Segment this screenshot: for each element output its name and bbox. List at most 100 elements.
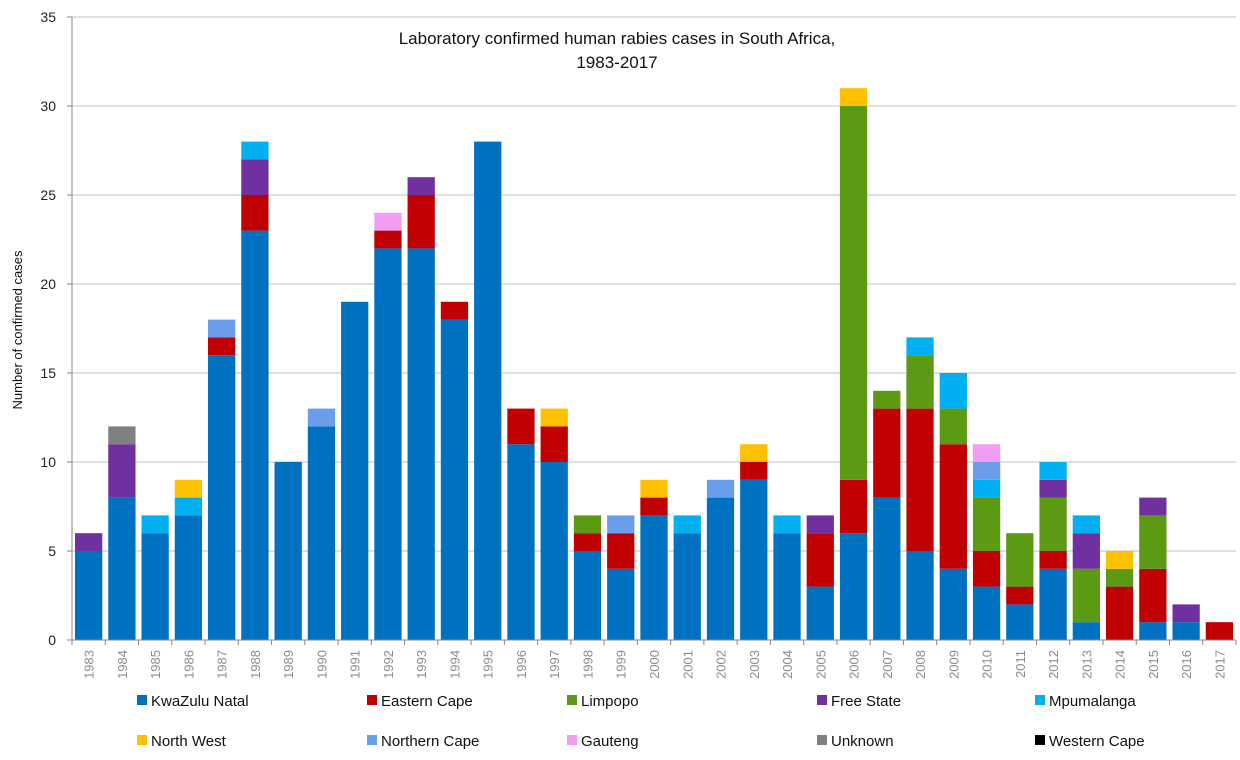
bar-segment-1993-free-state: Free State 1993: 1	[407, 177, 435, 195]
x-tick-label: 2011	[1013, 650, 1028, 678]
bar-segment-1992-eastern-cape: Eastern Cape 1992: 1	[374, 230, 402, 249]
x-tick-label: 1996	[514, 650, 529, 679]
x-tick-label: 1999	[614, 650, 629, 679]
x-tick-label: 2001	[680, 650, 695, 679]
bar-segment-1990-kwazulu-natal: KwaZulu Natal 1990: 12	[307, 426, 336, 640]
bar-segment-2013-mpumalanga: Mpumalanga 2013: 1	[1072, 515, 1100, 534]
x-tick-label: 2007	[880, 650, 895, 679]
bar-segment-1996-kwazulu-natal: KwaZulu Natal 1996: 11	[507, 444, 535, 640]
bar-segment-1998-kwazulu-natal: KwaZulu Natal 1998: 5	[573, 551, 602, 640]
bar-segment-1999-northern-cape: Northern Cape 1999: 1	[607, 515, 635, 534]
bar-segment-2000-eastern-cape: Eastern Cape 2000: 1	[640, 497, 668, 516]
bar-segment-2010-limpopo: Limpopo 2010: 3	[972, 497, 1001, 551]
x-tick-label: 2016	[1179, 650, 1194, 679]
legend-item-northern-cape: Northern Cape	[367, 733, 479, 750]
legend-item-unknown: Unknown	[817, 733, 894, 750]
legend-label: Free State	[831, 693, 901, 710]
bar-segment-2010-gauteng: Gauteng 2010: 1	[972, 444, 1001, 462]
bar-segment-2001-mpumalanga: Mpumalanga 2001: 1	[673, 515, 701, 534]
bar-segment-1984-unknown: Unknown 1984: 1	[108, 426, 136, 445]
bar-segment-2003-north-west: North West 2003: 1	[740, 444, 768, 462]
bar-segment-2002-northern-cape: Northern Cape 2002: 1	[706, 479, 735, 498]
y-tick-label: 10	[40, 454, 56, 470]
legend-swatch	[1035, 695, 1045, 705]
bars: KwaZulu Natal 1983: 5Free State 1983: 1 K…	[74, 88, 1234, 640]
bar-segment-1993-kwazulu-natal: KwaZulu Natal 1993: 22	[407, 248, 435, 640]
bar-segment-2002-kwazulu-natal: KwaZulu Natal 2002: 8	[706, 497, 735, 640]
bar-segment-2010-eastern-cape: Eastern Cape 2010: 2	[972, 551, 1001, 587]
x-tick-label: 1983	[82, 650, 97, 679]
legend-label: Eastern Cape	[381, 693, 473, 710]
bar-segment-1987-kwazulu-natal: KwaZulu Natal 1987: 16	[208, 355, 236, 640]
x-tick-label: 2003	[747, 650, 762, 679]
legend-swatch	[137, 735, 147, 745]
bar-segment-2015-kwazulu-natal: KwaZulu Natal 2015: 1	[1139, 622, 1167, 640]
bar-segment-2008-eastern-cape: Eastern Cape 2008: 8	[906, 408, 934, 551]
bar-segment-1986-mpumalanga: Mpumalanga 1986: 1	[174, 497, 203, 516]
bar-segment-2001-kwazulu-natal: KwaZulu Natal 2001: 6	[673, 533, 701, 640]
bar-segment-2012-kwazulu-natal: KwaZulu Natal 2012: 4	[1039, 568, 1067, 640]
bar-segment-1987-northern-cape: Northern Cape 1987: 1	[208, 319, 236, 338]
x-tick-label: 2017	[1212, 650, 1227, 679]
x-tick-label: 2012	[1046, 650, 1061, 679]
bar-segment-2015-limpopo: Limpopo 2015: 3	[1139, 515, 1167, 569]
bar-segment-2009-kwazulu-natal: KwaZulu Natal 2009: 4	[939, 568, 967, 640]
bar-segment-1994-kwazulu-natal: KwaZulu Natal 1994: 18	[440, 319, 469, 640]
legend-label: Limpopo	[581, 693, 639, 710]
bar-segment-1986-north-west: North West 1986: 1	[174, 479, 203, 498]
y-tick-label: 30	[40, 98, 56, 114]
bar-segment-1988-free-state: Free State 1988: 2	[241, 159, 269, 195]
x-tick-label: 1984	[115, 650, 130, 679]
bar-segment-1996-eastern-cape: Eastern Cape 1996: 2	[507, 408, 535, 445]
bar-segment-1995-kwazulu-natal: KwaZulu Natal 1995: 28	[474, 141, 502, 640]
y-tick-label: 15	[40, 365, 56, 381]
legend-item-mpumalanga: Mpumalanga	[1035, 693, 1136, 710]
legend-label: Unknown	[831, 733, 894, 750]
bar-segment-2006-limpopo: Limpopo 2006: 21	[839, 106, 868, 480]
bar-segment-2006-north-west: North West 2006: 1	[839, 88, 868, 106]
bar-segment-2016-kwazulu-natal: KwaZulu Natal 2016: 1	[1172, 622, 1200, 640]
bar-segment-2010-mpumalanga: Mpumalanga 2010: 1	[972, 479, 1001, 498]
bar-segment-2013-free-state: Free State 2013: 2	[1072, 533, 1100, 569]
x-tick-label: 1985	[148, 650, 163, 679]
bar-segment-2015-free-state: Free State 2015: 1	[1139, 497, 1167, 516]
bar-segment-2009-mpumalanga: Mpumalanga 2009: 2	[939, 373, 967, 409]
legend-item-free-state: Free State	[817, 693, 901, 710]
legend-swatch	[137, 695, 147, 705]
bar-segment-1984-free-state: Free State 1984: 3	[108, 444, 136, 498]
bar-segment-2014-eastern-cape: Eastern Cape 2014: 3	[1105, 586, 1134, 640]
bar-segment-2012-eastern-cape: Eastern Cape 2012: 1	[1039, 551, 1067, 569]
bar-segment-2009-limpopo: Limpopo 2009: 2	[939, 408, 967, 445]
x-tick-label: 1998	[580, 650, 595, 679]
bar-segment-1998-eastern-cape: Eastern Cape 1998: 1	[573, 533, 602, 551]
bar-segment-2006-kwazulu-natal: KwaZulu Natal 2006: 6	[839, 533, 868, 640]
bar-segment-2005-kwazulu-natal: KwaZulu Natal 2005: 3	[806, 586, 834, 640]
x-tick-label: 2014	[1113, 650, 1128, 679]
bar-segment-1985-mpumalanga: Mpumalanga 1985: 1	[141, 515, 169, 534]
legend-item-gauteng: Gauteng	[567, 733, 639, 750]
bar-segment-2009-eastern-cape: Eastern Cape 2009: 7	[939, 444, 967, 569]
bar-segment-2006-eastern-cape: Eastern Cape 2006: 3	[839, 479, 868, 534]
legend-swatch	[567, 735, 577, 745]
bar-segment-2012-free-state: Free State 2012: 1	[1039, 479, 1067, 498]
x-tick-label: 2009	[946, 650, 961, 679]
x-tick-label: 1994	[447, 650, 462, 679]
x-tick-label: 1993	[414, 650, 429, 679]
legend-label: North West	[151, 733, 227, 750]
bar-segment-1997-eastern-cape: Eastern Cape 1997: 2	[540, 426, 568, 462]
y-tick-label: 5	[48, 543, 56, 559]
bar-segment-2014-north-west: North West 2014: 1	[1105, 551, 1134, 569]
bar-segment-1986-kwazulu-natal: KwaZulu Natal 1986: 7	[174, 515, 203, 640]
bar-segment-2005-eastern-cape: Eastern Cape 2005: 3	[806, 533, 834, 587]
bar-segment-1989-kwazulu-natal: KwaZulu Natal 1989: 10	[274, 462, 302, 640]
bar-segment-2007-limpopo: Limpopo 2007: 1	[873, 390, 901, 409]
bar-segment-1997-north-west: North West 1997: 1	[540, 408, 568, 427]
bar-segment-1988-kwazulu-natal: KwaZulu Natal 1988: 23	[241, 230, 269, 640]
legend-swatch	[817, 735, 827, 745]
x-tick-label: 1988	[248, 650, 263, 679]
legend-item-western-cape: Western Cape	[1035, 733, 1145, 750]
y-tick-label: 20	[40, 276, 56, 292]
bar-segment-2015-eastern-cape: Eastern Cape 2015: 3	[1139, 568, 1167, 623]
legend-label: Gauteng	[581, 733, 639, 750]
